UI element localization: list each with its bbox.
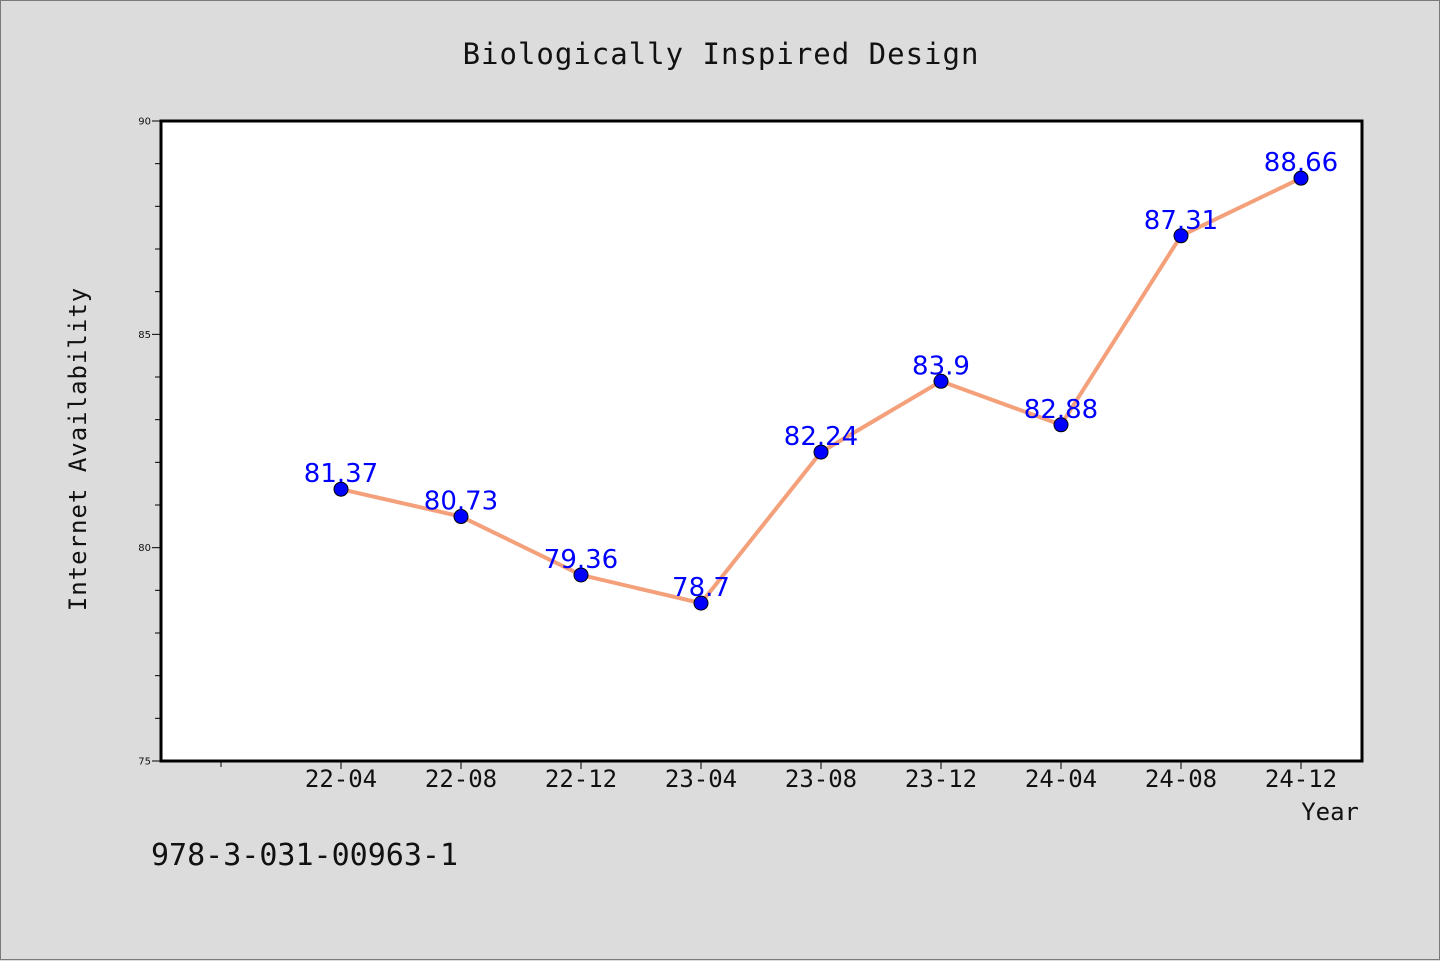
data-label: 83.9 [912,351,970,381]
data-label: 88.66 [1264,148,1338,178]
data-point [333,481,349,497]
data-point [453,509,469,525]
data-point [1293,170,1309,186]
x-tick-label: 22-08 [425,765,497,793]
y-tick-label: 80 [138,543,151,554]
data-point [1173,228,1189,244]
data-label: 87.31 [1144,206,1218,236]
x-tick-label: 24-08 [1145,765,1217,793]
x-tick-label: 23-12 [905,765,977,793]
chart-title: Biologically Inspired Design [463,37,980,71]
x-tick-label: 22-12 [545,765,617,793]
y-axis-label: Internet Availability [64,287,92,611]
footer-isbn: 978-3-031-00963-1 [151,838,458,873]
x-tick-label: 24-12 [1265,765,1337,793]
x-axis-label: Year [1301,798,1359,826]
data-label: 79.36 [544,545,618,575]
data-point [1053,417,1069,433]
data-point [813,444,829,460]
y-tick-label: 90 [138,117,151,128]
y-tick-label: 75 [138,757,151,768]
data-point [933,373,949,389]
data-label: 81.37 [304,459,378,489]
data-label: 82.24 [784,422,858,452]
plot-area [159,119,1364,763]
y-axis: 75 80 85 90 [138,117,161,768]
data-point [573,567,589,583]
x-tick-label: 23-08 [785,765,857,793]
y-tick-label: 85 [138,330,151,341]
x-tick-label: 22-04 [305,765,377,793]
data-label: 78.7 [672,573,730,603]
x-axis: 22-04 22-08 22-12 23-04 23-08 23-12 24-04 24-08… [220,761,1337,793]
x-tick-label: 24-04 [1025,765,1097,793]
data-point [693,595,709,611]
data-label: 82.88 [1024,395,1098,425]
series-group: 81.37 80.73 79.36 78.7 82.24 83.9 82.88 87.31 88… [304,148,1338,611]
data-label: 80.73 [424,487,498,517]
x-tick-label: 23-04 [665,765,737,793]
